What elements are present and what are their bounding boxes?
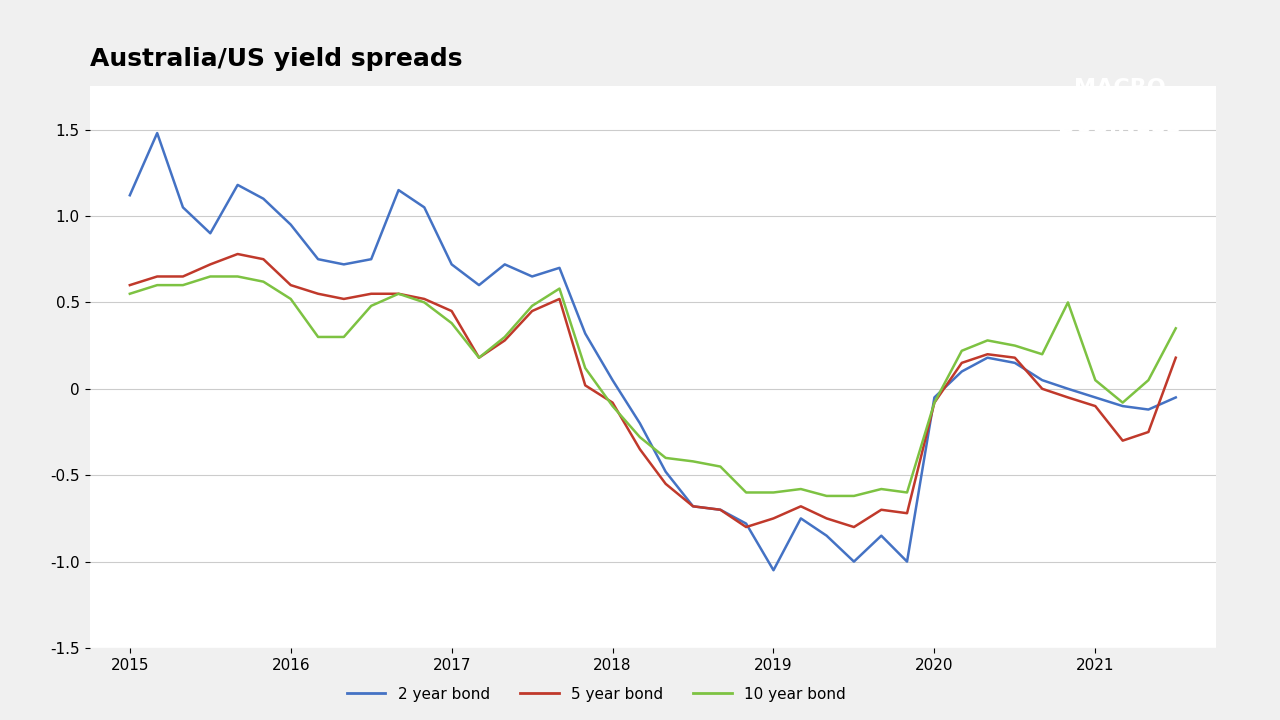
Legend: 2 year bond, 5 year bond, 10 year bond: 2 year bond, 5 year bond, 10 year bond: [342, 680, 851, 708]
Text: BUSINESS: BUSINESS: [1059, 116, 1181, 136]
Text: Australia/US yield spreads: Australia/US yield spreads: [90, 47, 462, 71]
Text: MACRO: MACRO: [1074, 78, 1166, 98]
